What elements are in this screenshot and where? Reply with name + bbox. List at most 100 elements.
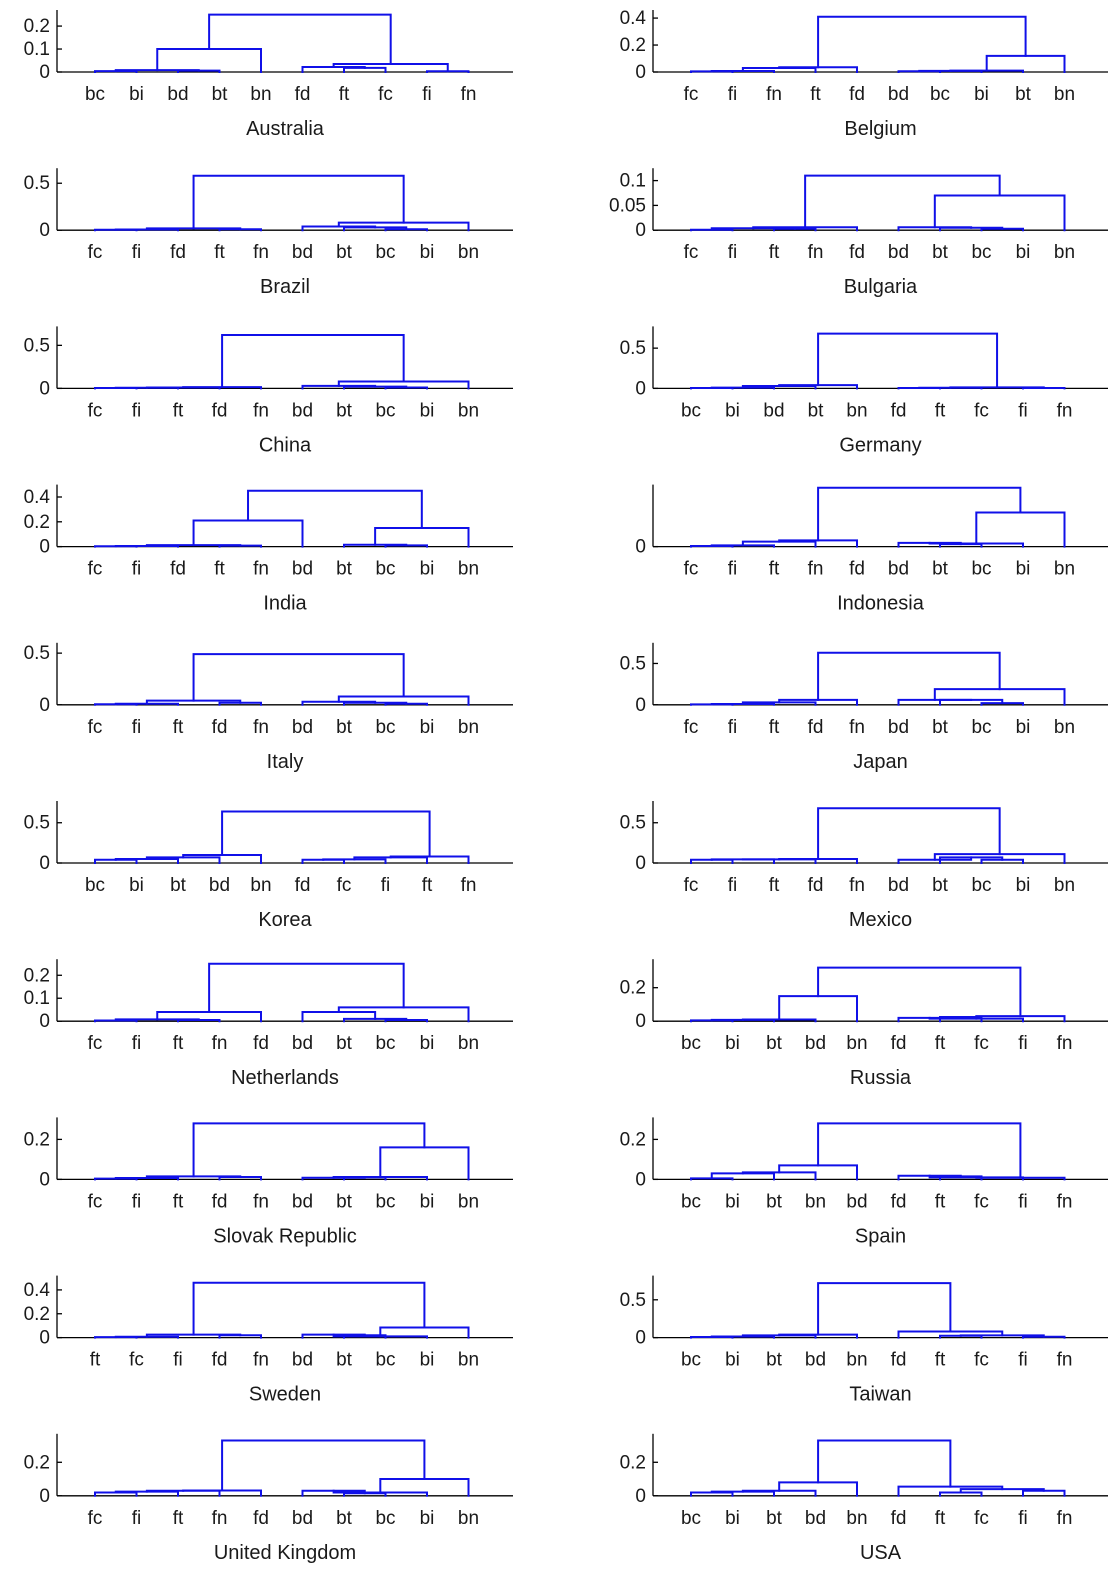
leaf-label: bn <box>846 1508 867 1529</box>
y-tick-label: 0.2 <box>24 1452 50 1473</box>
y-tick-label: 0.2 <box>620 1452 646 1473</box>
leaf-label: fd <box>295 84 311 105</box>
leaf-label: bi <box>420 1033 435 1054</box>
dendrogram-link <box>804 174 1001 229</box>
leaf-label: bd <box>888 242 909 263</box>
leaf-label: fi <box>728 242 738 263</box>
leaf-label: bc <box>375 1033 395 1054</box>
leaf-label: fc <box>88 242 103 263</box>
leaf-label: bi <box>129 875 144 896</box>
leaf-label: fc <box>88 400 103 421</box>
panel-title: Sweden <box>249 1384 321 1406</box>
dendrogram-link <box>933 853 1066 864</box>
leaf-label: bn <box>458 717 479 738</box>
panel-title: Italy <box>267 751 304 773</box>
leaf-label: bc <box>85 84 105 105</box>
leaf-label: ft <box>769 875 780 896</box>
leaf-label: bc <box>930 84 950 105</box>
leaf-label: fn <box>253 717 269 738</box>
panel-title: India <box>263 593 307 615</box>
leaf-label: ft <box>214 559 225 580</box>
dendrogram-link <box>817 651 1001 701</box>
dendrogram-link <box>182 853 262 864</box>
leaf-label: fd <box>891 1350 907 1371</box>
leaf-label: fd <box>212 1191 228 1212</box>
leaf-label: ft <box>173 1033 184 1054</box>
leaf-label: bt <box>336 400 353 421</box>
dendrogram-link <box>221 810 431 858</box>
dendrogram-link <box>817 332 999 389</box>
dendrogram-panel-netherlands: 00.10.2 fc fi ft fn fd bd bt bc bi bn Netherlands <box>24 959 513 1089</box>
leaf-label: ft <box>422 875 433 896</box>
leaf-label: fi <box>132 400 142 421</box>
dendrogram-panel-japan: 0 0.5 fc fi ft fd fn bd bt bc bi bn Japan <box>620 642 1108 773</box>
leaf-label: bi <box>1016 242 1031 263</box>
leaf-label: fn <box>212 1033 228 1054</box>
leaf-label: fi <box>1018 1191 1028 1212</box>
leaf-label: bi <box>420 1350 435 1371</box>
leaf-label: bt <box>336 1033 353 1054</box>
leaf-label: ft <box>769 717 780 738</box>
leaf-label: bt <box>932 559 949 580</box>
y-tick-label: 0 <box>635 1169 646 1190</box>
y-tick-label: 0.5 <box>620 653 646 674</box>
leaf-label: fn <box>849 717 865 738</box>
dendrogram-panel-mexico: 0 0.5 fc fi ft fd fn bd bt bc bi bn Mexico <box>620 801 1108 931</box>
leaf-label: fi <box>1018 1350 1028 1371</box>
dendrogram-link <box>221 1439 426 1492</box>
leaf-label: bt <box>932 875 949 896</box>
leaf-label: bd <box>292 400 313 421</box>
leaf-label: bn <box>458 400 479 421</box>
y-tick-label: 0.2 <box>620 978 646 999</box>
leaf-label: bn <box>1054 559 1075 580</box>
leaf-label: bt <box>336 1350 353 1371</box>
leaf-label: bd <box>209 875 230 896</box>
dendrogram-link <box>192 519 304 548</box>
dendrogram-link <box>817 1282 952 1336</box>
leaf-label: ft <box>810 84 821 105</box>
dendrogram-link <box>985 54 1066 73</box>
leaf-label: bc <box>971 717 991 738</box>
dendrogram-panel-slovak-republic: 0 0.2 fc fi ft fd fn bd bt bc bi bn Slovak Republic <box>24 1117 513 1247</box>
leaf-label: bc <box>375 242 395 263</box>
leaf-label: fi <box>728 875 738 896</box>
leaf-label: bt <box>808 400 825 421</box>
leaf-label: bd <box>763 400 784 421</box>
y-tick-label: 0 <box>635 378 646 399</box>
leaf-label: ft <box>935 1191 946 1212</box>
leaf-label: fd <box>170 559 186 580</box>
leaf-label: bt <box>212 84 229 105</box>
leaf-label: bi <box>725 1508 740 1529</box>
leaf-label: bd <box>805 1508 826 1529</box>
leaf-label: fc <box>684 559 699 580</box>
leaf-label: bn <box>1054 875 1075 896</box>
leaf-label: bt <box>336 1191 353 1212</box>
leaf-label: bd <box>888 559 909 580</box>
leaf-label: bi <box>129 84 144 105</box>
leaf-label: fd <box>849 242 865 263</box>
y-tick-label: 0 <box>39 537 50 558</box>
leaf-label: fi <box>728 717 738 738</box>
leaf-label: bi <box>1016 559 1031 580</box>
leaf-label: fn <box>1057 1350 1073 1371</box>
dendrogram-link <box>379 1146 470 1181</box>
leaf-label: bc <box>971 875 991 896</box>
panel-title: Belgium <box>844 118 916 140</box>
leaf-label: fd <box>849 84 865 105</box>
leaf-label: fn <box>808 559 824 580</box>
y-tick-label: 0.5 <box>620 338 646 359</box>
leaf-label: bt <box>766 1191 783 1212</box>
dendrogram-panel-united-kingdom: 0 0.2 fc fi ft fn fd bd bt bc bi bn United Kingdom <box>24 1433 513 1564</box>
leaf-label: bd <box>292 717 313 738</box>
leaf-label: fc <box>974 1191 989 1212</box>
leaf-label: bt <box>336 559 353 580</box>
dendrogram-link <box>221 334 405 389</box>
leaf-label: bi <box>725 1350 740 1371</box>
leaf-label: bn <box>846 1350 867 1371</box>
dendrogram-link <box>817 486 1022 542</box>
dendrogram-panel-korea: 0 0.5 bc bi bt bd bn fd fc fi ft fn Korea <box>24 801 513 931</box>
dendrogram-panel-bulgaria: 0 0.05 0.1 fc fi ft fn fd bd bt bc bi bn Bulgaria <box>609 168 1108 298</box>
dendrogram-link <box>192 653 405 702</box>
leaf-label: ft <box>173 717 184 738</box>
panel-title: USA <box>860 1542 902 1564</box>
